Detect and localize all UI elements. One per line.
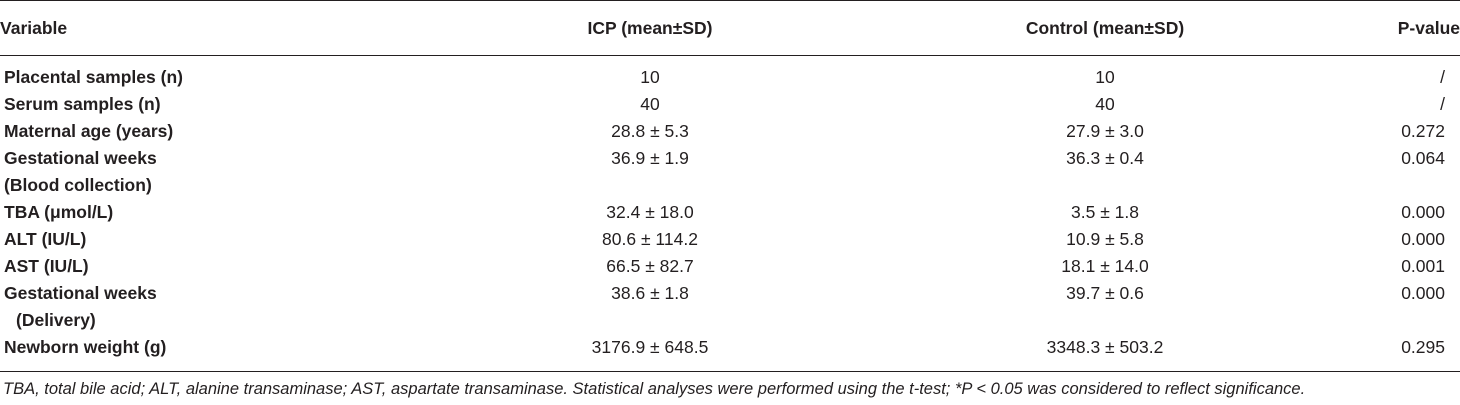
header-p-value: P-value: [1310, 0, 1460, 56]
row-variable-multiline: Gestational weeks (Delivery): [0, 280, 400, 334]
table-row: Gestational weeks (Delivery) 38.6 ± 1.8 …: [0, 280, 1460, 334]
table-row: TBA (μmol/L) 32.4 ± 18.0 3.5 ± 1.8 0.000: [0, 199, 1460, 226]
row-p-value: 0.001: [1401, 256, 1445, 276]
table-footnote: TBA, total bile acid; ALT, alanine trans…: [3, 380, 1306, 398]
row-p-value: 0.000: [1401, 202, 1445, 222]
table-row: Gestational weeks (Blood collection) 36.…: [0, 145, 1460, 199]
row-icp-value: 38.6 ± 1.8: [611, 283, 689, 303]
clinical-characteristics-table: Variable ICP (mean±SD) Control (mean±SD)…: [0, 0, 1460, 372]
row-p-value: 0.000: [1401, 283, 1445, 303]
row-variable-multiline: Gestational weeks (Blood collection): [0, 145, 400, 199]
row-variable: Gestational weeks: [4, 283, 157, 303]
row-variable: Gestational weeks: [4, 148, 157, 168]
row-icp-value: 40: [640, 94, 660, 114]
row-variable: AST (IU/L): [4, 256, 89, 276]
row-control-value: 39.7 ± 0.6: [1066, 283, 1144, 303]
table-row: Placental samples (n) 10 10 /: [0, 64, 1460, 91]
row-icp-value: 80.6 ± 114.2: [602, 229, 698, 249]
row-variable: TBA (μmol/L): [4, 202, 114, 222]
table-row: AST (IU/L) 66.5 ± 82.7 18.1 ± 14.0 0.001: [0, 253, 1460, 280]
table-bottom-rule: [0, 365, 1460, 372]
row-variable: Maternal age (years): [4, 121, 174, 141]
row-control-value: 10.9 ± 5.8: [1066, 229, 1144, 249]
row-p-value: 0.064: [1401, 148, 1445, 168]
row-p-value: /: [1440, 94, 1445, 114]
row-icp-value: 66.5 ± 82.7: [606, 256, 694, 276]
row-control-value: 40: [1095, 94, 1115, 114]
row-variable: Newborn weight (g): [4, 337, 167, 357]
table-row: Newborn weight (g) 3176.9 ± 648.5 3348.3…: [0, 334, 1460, 365]
header-variable: Variable: [0, 0, 400, 56]
row-icp-value: 36.9 ± 1.9: [611, 148, 689, 168]
row-variable-subline: (Delivery): [16, 310, 96, 330]
row-icp-value: 32.4 ± 18.0: [606, 202, 694, 222]
row-variable: ALT (IU/L): [4, 229, 87, 249]
row-control-value: 3.5 ± 1.8: [1071, 202, 1139, 222]
header-icp: ICP (mean±SD): [400, 0, 900, 56]
table-row: ALT (IU/L) 80.6 ± 114.2 10.9 ± 5.8 0.000: [0, 226, 1460, 253]
row-control-value: 27.9 ± 3.0: [1066, 121, 1144, 141]
row-p-value: 0.000: [1401, 229, 1445, 249]
row-control-value: 36.3 ± 0.4: [1066, 148, 1144, 168]
data-table-container: Variable ICP (mean±SD) Control (mean±SD)…: [0, 0, 1460, 372]
row-p-value: 0.295: [1401, 337, 1445, 357]
table-row: Serum samples (n) 40 40 /: [0, 91, 1460, 118]
row-variable: Placental samples (n): [4, 67, 183, 87]
row-icp-value: 3176.9 ± 648.5: [591, 337, 709, 357]
row-control-value: 10: [1095, 67, 1115, 87]
row-variable-subline: (Blood collection): [4, 175, 152, 195]
row-icp-value: 10: [640, 67, 660, 87]
row-variable: Serum samples (n): [4, 94, 161, 114]
table-header-row: Variable ICP (mean±SD) Control (mean±SD)…: [0, 0, 1460, 56]
row-p-value: /: [1440, 67, 1445, 87]
table-row: Maternal age (years) 28.8 ± 5.3 27.9 ± 3…: [0, 118, 1460, 145]
header-control: Control (mean±SD): [900, 0, 1310, 56]
row-p-value: 0.272: [1401, 121, 1445, 141]
row-control-value: 18.1 ± 14.0: [1061, 256, 1149, 276]
row-icp-value: 28.8 ± 5.3: [611, 121, 689, 141]
row-control-value: 3348.3 ± 503.2: [1046, 337, 1164, 357]
